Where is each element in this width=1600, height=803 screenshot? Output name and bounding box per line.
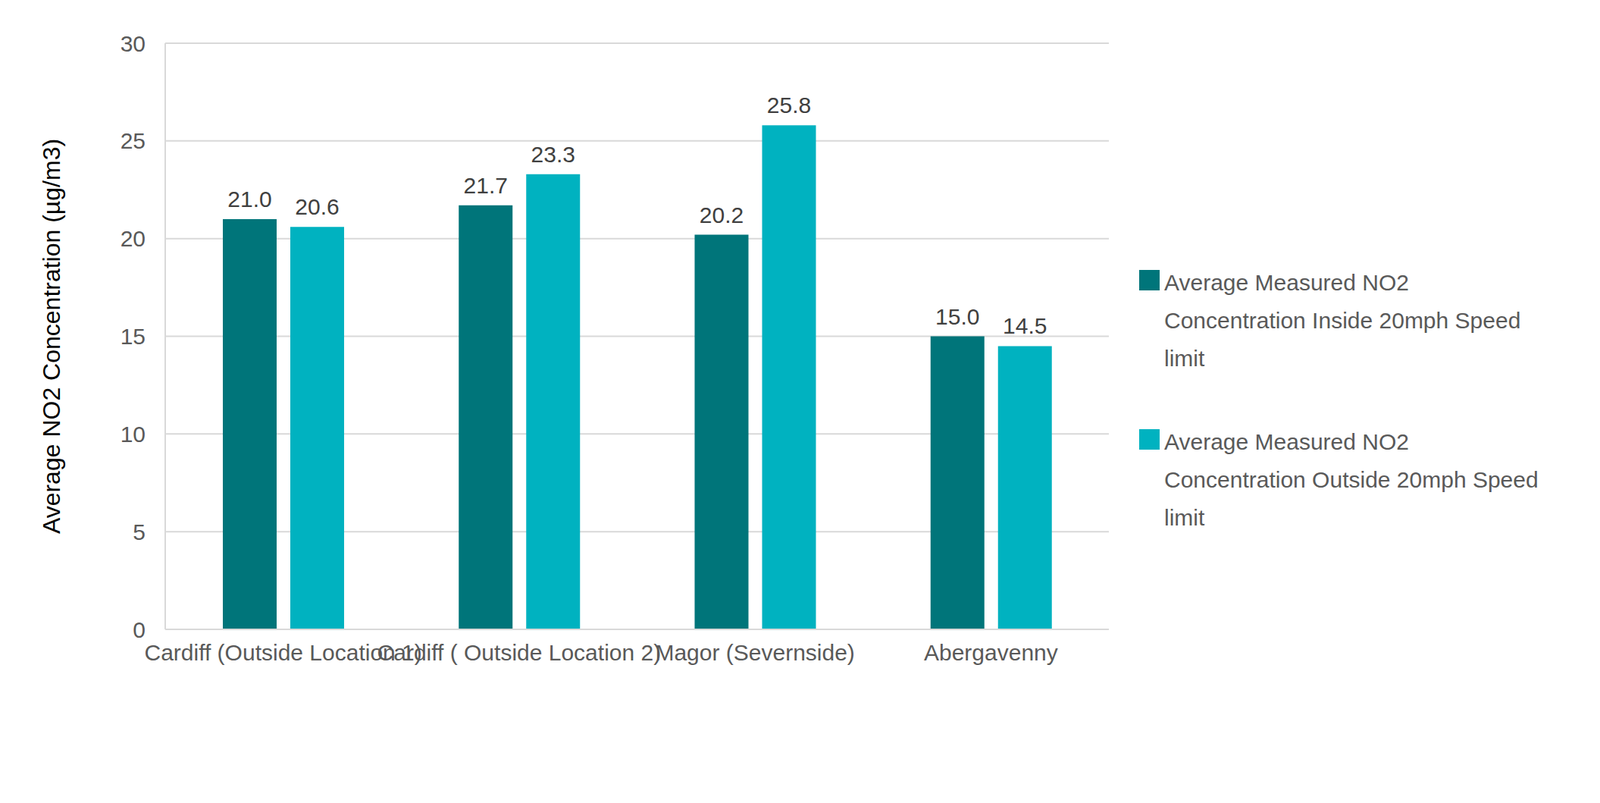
svg-text:Average NO2 Concentration (µg/: Average NO2 Concentration (µg/m3) bbox=[37, 138, 66, 534]
svg-text:Magor (Severnside): Magor (Severnside) bbox=[654, 639, 855, 665]
svg-text:15.0: 15.0 bbox=[935, 303, 980, 329]
svg-text:15: 15 bbox=[120, 323, 146, 349]
svg-text:Cardiff ( Outside Location 2): Cardiff ( Outside Location 2) bbox=[377, 639, 662, 665]
svg-text:20.2: 20.2 bbox=[699, 202, 744, 228]
svg-text:0: 0 bbox=[132, 616, 146, 642]
svg-text:14.5: 14.5 bbox=[1002, 313, 1047, 339]
svg-text:20.6: 20.6 bbox=[294, 194, 339, 220]
svg-text:10: 10 bbox=[120, 421, 146, 447]
svg-text:25: 25 bbox=[120, 128, 146, 154]
svg-text:21.7: 21.7 bbox=[463, 172, 508, 198]
html-text:Average Measured NO2 Concentra: Average Measured NO2 Concentration Insid… bbox=[1164, 269, 1521, 371]
svg-text:5: 5 bbox=[132, 519, 146, 545]
svg-text:20: 20 bbox=[120, 225, 146, 251]
svg-text:Abergavenny: Abergavenny bbox=[923, 639, 1059, 665]
svg-text:25.8: 25.8 bbox=[767, 92, 811, 118]
html-text:Average Measured NO2 Concentra: Average Measured NO2 Concentration Outsi… bbox=[1164, 428, 1539, 530]
svg-text:21.0: 21.0 bbox=[227, 186, 272, 212]
svg-text:30: 30 bbox=[120, 31, 146, 57]
svg-text:Cardiff (Outside Location 1): Cardiff (Outside Location 1) bbox=[144, 639, 423, 665]
svg-text:23.3: 23.3 bbox=[531, 141, 576, 167]
